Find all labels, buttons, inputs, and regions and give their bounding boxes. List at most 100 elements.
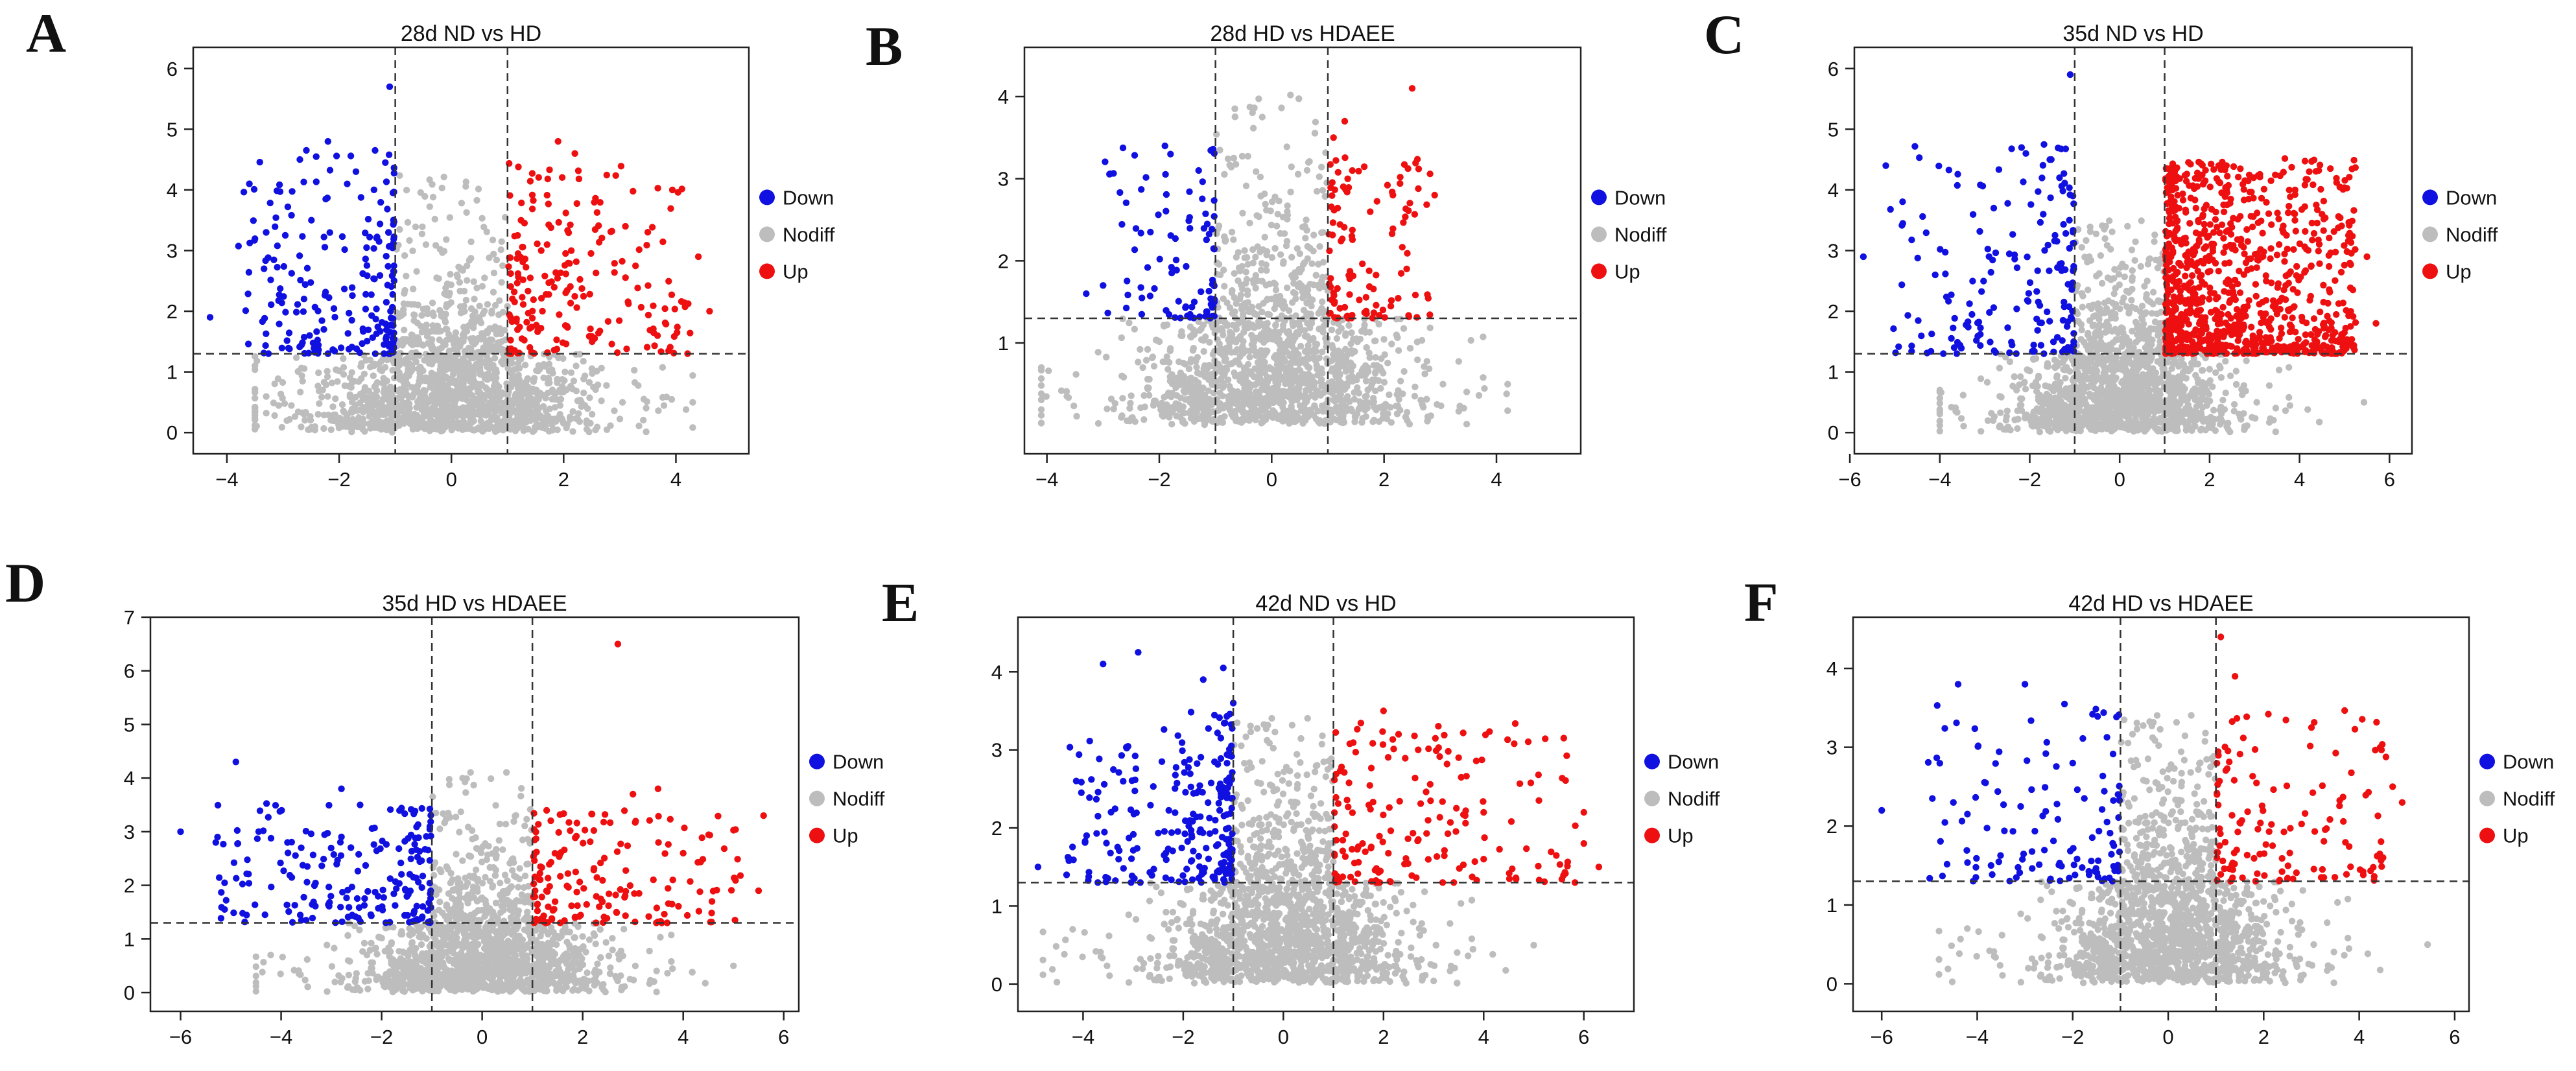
nodiff-point xyxy=(401,382,408,389)
nodiff-point xyxy=(1290,394,1297,402)
nodiff-point xyxy=(334,378,341,385)
legend-label-nodiff: Nodiff xyxy=(783,223,835,246)
nodiff-point xyxy=(408,384,416,391)
nodiff-point xyxy=(1272,321,1279,329)
nodiff-point xyxy=(1316,173,1323,180)
nodiff-point xyxy=(460,308,467,316)
legend-swatch-down xyxy=(1591,189,1607,206)
down-point xyxy=(385,151,393,158)
nodiff-point xyxy=(1329,365,1336,372)
nodiff-point xyxy=(426,379,433,386)
nodiff-point xyxy=(1233,391,1240,399)
down-point xyxy=(1203,308,1211,315)
nodiff-point xyxy=(1278,104,1285,112)
nodiff-point xyxy=(440,173,447,181)
up-point xyxy=(615,317,623,324)
nodiff-point xyxy=(1312,348,1319,355)
up-point xyxy=(644,282,652,289)
y-tick-label: 6 xyxy=(167,58,178,80)
down-point xyxy=(345,346,353,353)
up-point xyxy=(567,247,575,254)
nodiff-point xyxy=(1356,398,1364,405)
nodiff-point xyxy=(1268,254,1276,261)
nodiff-point xyxy=(1295,331,1302,338)
down-point xyxy=(390,170,397,177)
nodiff-point xyxy=(556,402,564,409)
nodiff-point xyxy=(1355,390,1363,397)
nodiff-point xyxy=(1306,158,1313,165)
nodiff-point xyxy=(1177,370,1185,377)
nodiff-point xyxy=(1166,347,1174,355)
nodiff-point xyxy=(1317,281,1325,288)
up-point xyxy=(706,307,713,315)
nodiff-point xyxy=(1037,382,1045,389)
down-point xyxy=(280,263,287,270)
nodiff-point xyxy=(399,336,407,343)
nodiff-point xyxy=(1206,362,1213,369)
nodiff-point xyxy=(1187,375,1194,383)
down-point xyxy=(281,231,289,239)
down-point xyxy=(370,186,377,193)
nodiff-point xyxy=(334,366,341,374)
nodiff-point xyxy=(419,398,427,406)
nodiff-point xyxy=(442,325,449,333)
nodiff-point xyxy=(1127,399,1134,407)
up-point xyxy=(519,258,526,266)
down-point xyxy=(1083,290,1090,298)
nodiff-point xyxy=(490,250,497,258)
nodiff-point xyxy=(589,410,596,418)
nodiff-point xyxy=(1284,211,1292,218)
down-point xyxy=(362,305,370,312)
nodiff-point xyxy=(576,396,584,404)
nodiff-point xyxy=(1312,119,1319,126)
nodiff-point xyxy=(1402,414,1410,421)
nodiff-point xyxy=(2219,396,2227,404)
down-point xyxy=(1151,285,1158,292)
down-point xyxy=(1163,207,1170,215)
up-point xyxy=(1403,265,1410,272)
nodiff-point xyxy=(1380,379,1388,386)
nodiff-point xyxy=(1260,300,1267,307)
nodiff-point xyxy=(1273,391,1281,398)
y-tick-label: 3 xyxy=(167,240,178,263)
nodiff-point xyxy=(1277,292,1284,300)
nodiff-point xyxy=(1269,198,1276,206)
up-point xyxy=(521,336,528,344)
nodiff-point xyxy=(479,397,486,405)
down-point xyxy=(324,137,331,145)
nodiff-point xyxy=(467,255,475,262)
nodiff-point xyxy=(1235,249,1242,256)
nodiff-point xyxy=(462,296,470,304)
nodiff-point xyxy=(499,309,506,316)
up-point xyxy=(1404,250,1411,257)
nodiff-point xyxy=(1266,311,1273,318)
down-point xyxy=(206,314,214,321)
nodiff-point xyxy=(1349,362,1356,370)
nodiff-point xyxy=(682,406,690,413)
nodiff-point xyxy=(1073,412,1080,420)
nodiff-point xyxy=(1355,406,1362,413)
nodiff-point xyxy=(1294,245,1301,252)
nodiff-point xyxy=(1224,155,1232,163)
up-point xyxy=(1356,296,1363,303)
nodiff-point xyxy=(1284,202,1291,209)
down-point xyxy=(278,344,285,351)
nodiff-point xyxy=(1292,269,1299,276)
nodiff-point xyxy=(1319,348,1326,355)
nodiff-point xyxy=(369,408,376,415)
nodiff-point xyxy=(1284,415,1291,423)
down-point xyxy=(306,332,313,339)
nodiff-point xyxy=(1221,283,1228,290)
nodiff-point xyxy=(423,333,431,340)
nodiff-point xyxy=(1173,412,1180,419)
nodiff-point xyxy=(462,395,469,403)
nodiff-point xyxy=(1394,403,1402,410)
nodiff-point xyxy=(1177,394,1185,401)
nodiff-point xyxy=(1996,364,2003,371)
nodiff-point xyxy=(611,407,618,414)
down-point xyxy=(364,326,372,333)
nodiff-point xyxy=(482,384,490,392)
nodiff-point xyxy=(472,381,479,388)
nodiff-point xyxy=(404,300,412,308)
nodiff-point xyxy=(1358,419,1365,426)
